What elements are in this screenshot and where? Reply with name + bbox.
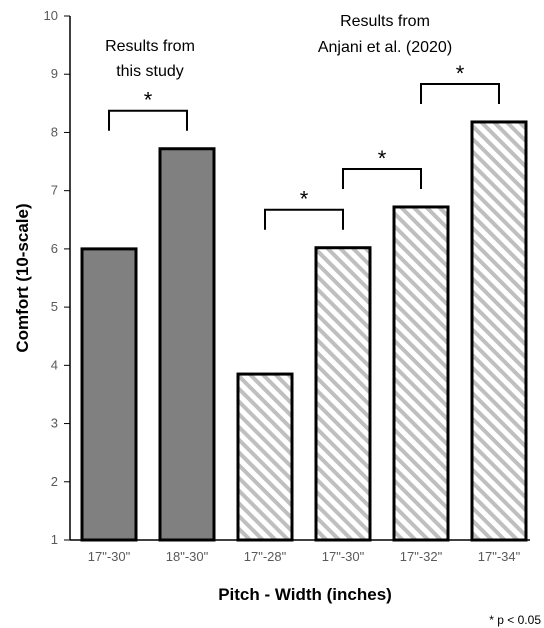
y-tick-label-9: 9 <box>51 66 58 81</box>
group-label-this-study-line2: this study <box>116 63 184 80</box>
bar-1 <box>80 247 138 542</box>
bar-2 <box>158 147 216 542</box>
y-tick-label-4: 4 <box>51 357 58 372</box>
bar-3 <box>236 372 294 542</box>
y-tick-label-3: 3 <box>51 416 58 431</box>
y-tick-label-8: 8 <box>51 124 58 139</box>
x-tick-label-5: 17"-32" <box>400 549 443 564</box>
group-label-anjani-line1: Results from <box>340 13 430 30</box>
bar-6 <box>470 120 528 542</box>
y-tick-label-7: 7 <box>51 183 58 198</box>
y-tick-label-2: 2 <box>51 474 58 489</box>
x-tick-label-6: 17"-34" <box>478 549 521 564</box>
x-tick-label-4: 17"-30" <box>322 549 365 564</box>
x-tick-label-3: 17"-28" <box>244 549 287 564</box>
x-tick-label-1: 17"-30" <box>88 549 131 564</box>
bar-4 <box>314 246 372 542</box>
significance-bracket-3 <box>342 167 422 189</box>
y-tick-label-5: 5 <box>51 299 58 314</box>
significance-star-2: * <box>300 187 309 212</box>
significance-bracket-4 <box>420 82 500 104</box>
significance-note: * p < 0.05 <box>489 613 541 627</box>
significance-bracket-1 <box>108 109 188 131</box>
x-tick-label-2: 18"-30" <box>166 549 209 564</box>
significance-star-4: * <box>456 61 465 86</box>
significance-star-1: * <box>144 88 153 113</box>
x-axis-title: Pitch - Width (inches) <box>218 585 392 604</box>
y-tick-label-6: 6 <box>51 241 58 256</box>
y-tick-label-10: 10 <box>44 8 58 23</box>
significance-bracket-2 <box>264 208 344 230</box>
y-tick-label-1: 1 <box>51 532 58 547</box>
y-axis-title: Comfort (10-scale) <box>13 203 32 352</box>
bar-5 <box>392 205 450 542</box>
group-label-this-study-line1: Results from <box>105 38 195 55</box>
group-label-anjani-line2: Anjani et al. (2020) <box>318 39 452 56</box>
significance-star-3: * <box>378 146 387 171</box>
